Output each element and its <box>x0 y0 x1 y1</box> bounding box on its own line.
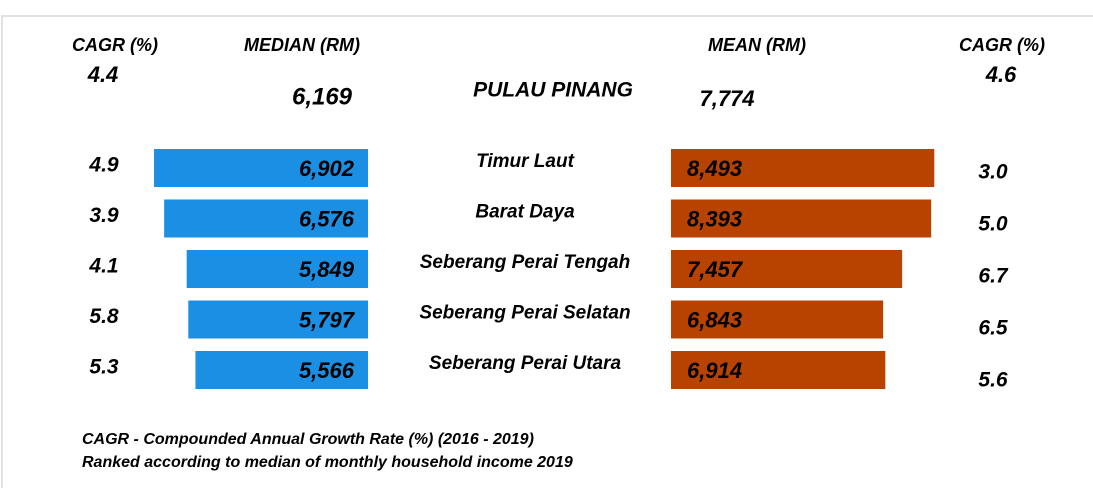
total-value: 7,774 <box>699 86 754 111</box>
cagr-label: 5.6 <box>978 369 1008 392</box>
bar <box>671 199 932 238</box>
bar <box>154 149 368 187</box>
total-cagr: 4.6 <box>985 62 1017 87</box>
cagr-label: 3.0 <box>978 161 1008 184</box>
cagr-label: 6.7 <box>978 265 1009 288</box>
value-label: 5,797 <box>299 307 356 332</box>
value-label: 8,493 <box>687 156 742 181</box>
value-label: 6,902 <box>299 156 355 181</box>
cagr-header: CAGR (%) <box>959 35 1045 55</box>
cagr-label: 4.1 <box>88 255 118 278</box>
cagr-label: 5.3 <box>89 356 119 379</box>
note: CAGR - Compounded Annual Growth Rate (%)… <box>82 431 534 448</box>
series-header: MEAN (RM) <box>708 35 806 55</box>
bar <box>671 351 886 389</box>
cagr-label: 6.5 <box>978 317 1008 340</box>
category-label: Seberang Perai Tengah <box>420 252 630 273</box>
bar <box>186 250 368 288</box>
bar <box>671 300 884 339</box>
category-label: Timur Laut <box>476 151 574 172</box>
category-label: Seberang Perai Utara <box>429 353 622 374</box>
category-label: Barat Daya <box>475 202 575 223</box>
value-label: 8,393 <box>687 206 742 231</box>
bar <box>671 149 935 187</box>
value-label: 7,457 <box>687 257 744 282</box>
cagr-label: 5.8 <box>89 305 119 328</box>
total-value: 6,169 <box>292 83 353 110</box>
value-label: 6,843 <box>687 307 742 332</box>
value-label: 5,849 <box>299 257 355 282</box>
frame <box>1 15 1093 488</box>
series-header: MEDIAN (RM) <box>244 35 360 55</box>
bar <box>164 199 368 238</box>
bar <box>671 250 903 288</box>
note: Ranked according to median of monthly ho… <box>82 454 573 471</box>
bar <box>188 300 368 339</box>
total-cagr: 4.4 <box>87 62 119 87</box>
cagr-label: 5.0 <box>978 213 1008 236</box>
category-label: Seberang Perai Selatan <box>419 303 630 324</box>
bar <box>195 351 368 389</box>
cagr-label: 3.9 <box>89 204 119 227</box>
value-label: 6,576 <box>299 206 355 231</box>
cagr-header: CAGR (%) <box>72 35 158 55</box>
total-name: PULAU PINANG <box>473 79 633 102</box>
value-label: 6,914 <box>687 358 742 383</box>
value-label: 5,566 <box>299 358 355 383</box>
cagr-label: 4.9 <box>88 154 119 177</box>
